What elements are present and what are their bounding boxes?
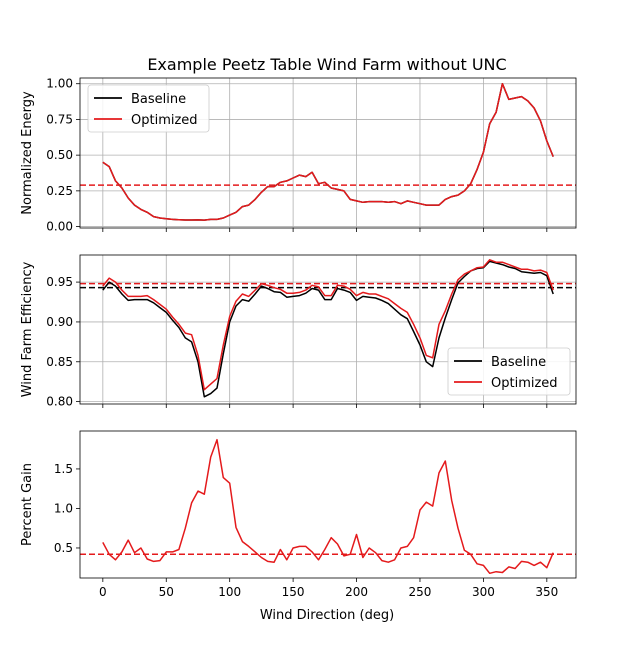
optimized-line [102,82,554,221]
y-tick-label: 0.80 [46,395,73,409]
legend: Baseline Optimized [447,347,571,396]
y-tick-label: 0.5 [54,541,73,555]
plot-frame [79,254,577,405]
legend-box [87,84,210,133]
y-tick-label: 0.25 [46,184,73,198]
y-axis-label: Wind Farm Efficiency [20,261,35,397]
legend-box [447,347,571,396]
y-axis-label: Normalized Energy [20,91,35,215]
y-tick-label: 0.90 [46,315,73,329]
y-tick-label: 1.0 [54,501,73,515]
x-tick-label: 100 [218,585,241,599]
gain-line [102,438,554,575]
x-tick-label: 0 [99,585,107,599]
x-tick-label: 300 [472,585,495,599]
x-tick-label: 200 [345,585,368,599]
x-tick-label: 250 [409,585,432,599]
legend-label: Baseline [491,355,546,370]
panel-1: 0.00 0.25 0.50 0.75 1.00 Normalized Energy Bas… [20,77,577,234]
legend-label: Optimized [131,113,198,128]
panel-3: 0 50 100 150 200 250 300 350 0.5 1.0 1.5 Percent Ga… [20,430,577,599]
y-tick-label: 1.5 [54,462,73,476]
optimized-line [102,259,554,391]
plot-frame [79,430,577,579]
panel-2: 0.80 0.85 0.90 0.95 Wind Farm Efficiency Base… [20,254,577,409]
plot-frame [79,77,577,229]
y-tick-label: 0.50 [46,148,73,162]
y-tick-label: 0.75 [46,112,73,126]
legend-label: Baseline [131,92,186,107]
x-axis-label: Wind Direction (deg) [260,608,394,623]
y-tick-label: 0.95 [46,275,73,289]
x-tick-label: 150 [282,585,305,599]
chart-title: Example Peetz Table Wind Farm without UN… [147,55,506,74]
legend-label: Optimized [491,376,558,391]
x-tick-label: 50 [159,585,174,599]
baseline-line [102,260,554,398]
y-tick-label: 0.85 [46,355,73,369]
y-tick-label: 0.00 [46,220,73,234]
x-tick-label: 350 [535,585,558,599]
legend: Baseline Optimized [87,84,210,133]
y-tick-label: 1.00 [46,77,73,91]
y-axis-label: Percent Gain [20,463,35,546]
